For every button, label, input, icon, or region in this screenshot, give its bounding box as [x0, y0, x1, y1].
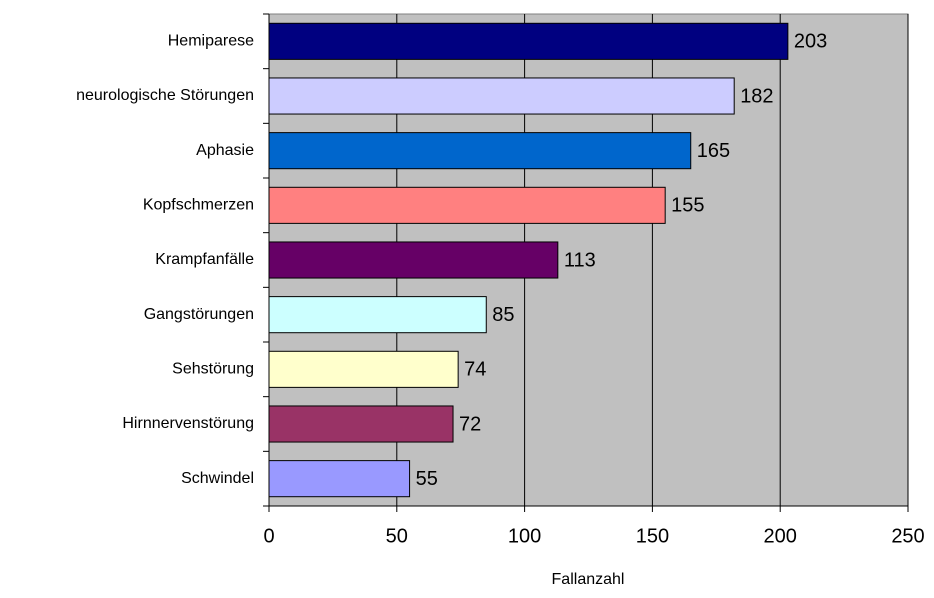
value-label: 165	[697, 140, 730, 162]
y-tick-label: neurologische Störungen	[76, 87, 254, 104]
bar	[268, 132, 692, 170]
x-tick-label: 150	[636, 525, 669, 547]
value-label: 72	[459, 413, 481, 435]
bar	[268, 77, 735, 115]
x-tick-label: 200	[764, 525, 797, 547]
x-tick-label: 100	[508, 525, 541, 547]
value-label: 74	[464, 359, 486, 381]
y-tick-label: Sehstörung	[172, 361, 254, 378]
x-tick-label: 50	[386, 525, 408, 547]
value-label: 182	[740, 85, 773, 107]
y-tick-label: Krampfanfälle	[155, 251, 254, 268]
bar	[268, 186, 666, 224]
bar	[268, 350, 459, 388]
value-label: 55	[416, 468, 438, 490]
y-tick-label: Hirnnervenstörung	[122, 415, 254, 432]
bar	[268, 22, 789, 60]
bar	[268, 241, 559, 279]
value-label: 155	[671, 195, 704, 217]
value-label: 113	[564, 249, 596, 271]
x-tick-label: 0	[263, 525, 274, 547]
x-axis-label: Fallanzahl	[552, 571, 625, 588]
bar	[268, 405, 454, 443]
y-tick-label: Gangstörungen	[144, 306, 254, 323]
y-tick-label: Schwindel	[181, 470, 254, 487]
value-label: 85	[492, 304, 514, 326]
bar	[268, 460, 411, 498]
y-tick-label: Kopfschmerzen	[143, 197, 254, 214]
x-tick-label: 250	[891, 525, 924, 547]
bar	[268, 296, 487, 334]
y-tick-label: Hemiparese	[168, 33, 254, 50]
value-label: 203	[794, 31, 827, 53]
y-tick-label: Aphasie	[196, 142, 254, 159]
